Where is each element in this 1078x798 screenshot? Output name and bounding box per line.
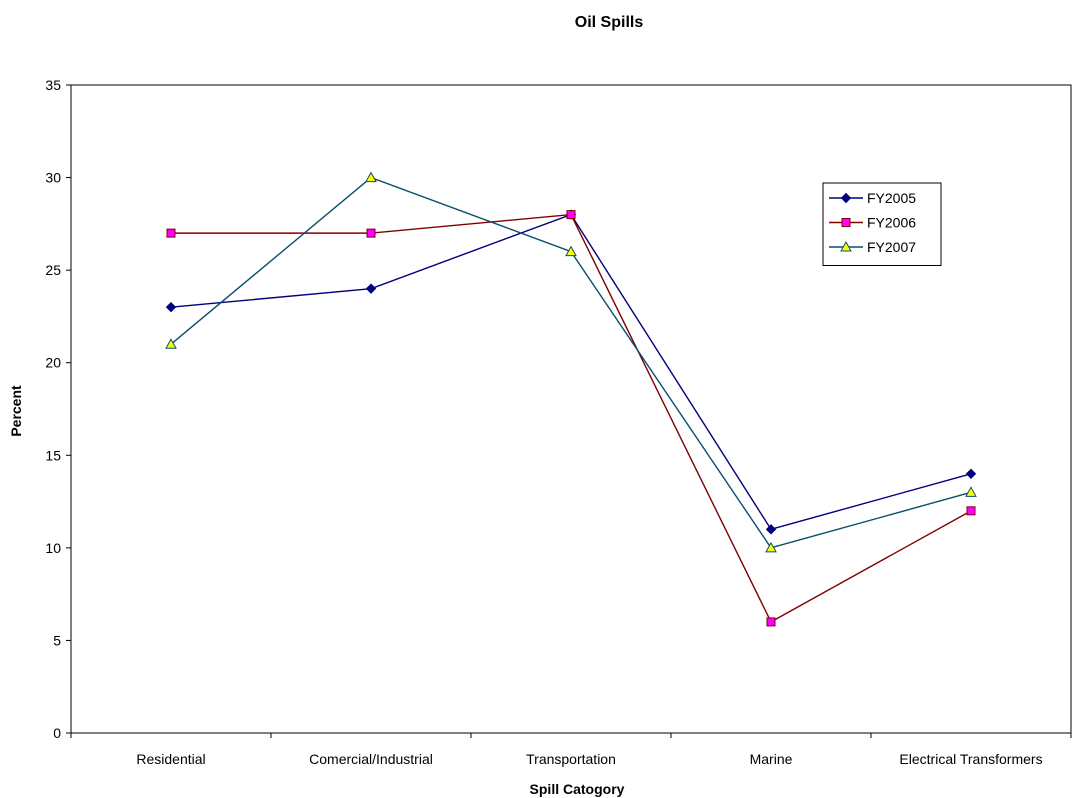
data-point <box>966 506 976 516</box>
data-point <box>965 486 977 497</box>
y-axis-title: Percent <box>8 385 24 437</box>
y-tick-label: 20 <box>45 355 61 371</box>
data-point <box>365 283 377 294</box>
data-point <box>565 245 577 257</box>
legend: FY2005 FY2006 FY2007 <box>822 182 942 266</box>
data-point <box>165 338 177 349</box>
data-point <box>166 228 176 238</box>
legend-marker <box>841 218 851 227</box>
y-tick-label: 35 <box>45 77 61 93</box>
legend-item: FY2006 <box>829 215 916 231</box>
legend-label: FY2005 <box>867 190 916 206</box>
legend-item: FY2007 <box>829 239 916 255</box>
y-tick-label: 25 <box>45 262 61 278</box>
y-tick-label: 5 <box>53 632 61 648</box>
data-point <box>366 228 376 238</box>
data-point <box>965 468 977 480</box>
legend-marker <box>840 240 852 252</box>
plot-border <box>70 84 1072 734</box>
x-tick-label: Comercial/Industrial <box>309 751 433 767</box>
series-fy2006 <box>166 210 976 627</box>
legend-marker <box>840 192 852 204</box>
x-axis: Residential Comercial/Industrial Transport… <box>70 733 1072 767</box>
series-fy2007 <box>165 171 977 553</box>
x-tick-label: Residential <box>136 751 205 767</box>
x-tick-label: Marine <box>750 751 793 767</box>
plot-area <box>70 84 1072 734</box>
data-point <box>765 524 777 535</box>
data-point <box>766 617 776 627</box>
x-tick-label: Transportation <box>526 751 616 767</box>
x-tick-label: Electrical Transformers <box>899 751 1042 767</box>
legend-item: FY2005 <box>829 190 916 206</box>
data-point <box>365 171 377 183</box>
y-tick-label: 0 <box>53 725 61 741</box>
y-tick-label: 15 <box>45 447 61 463</box>
series-line <box>171 213 972 623</box>
legend-label: FY2006 <box>867 215 916 231</box>
x-axis-title: Spill Catogory <box>530 781 625 797</box>
y-tick-label: 10 <box>45 540 61 556</box>
data-point <box>566 210 576 220</box>
y-tick-label: 30 <box>45 170 61 186</box>
y-axis: 0 5 10 15 20 25 30 35 <box>45 77 71 741</box>
data-point <box>165 301 177 313</box>
chart-title: Oil Spills <box>575 14 644 31</box>
legend-label: FY2007 <box>867 239 916 255</box>
data-point <box>765 541 777 553</box>
